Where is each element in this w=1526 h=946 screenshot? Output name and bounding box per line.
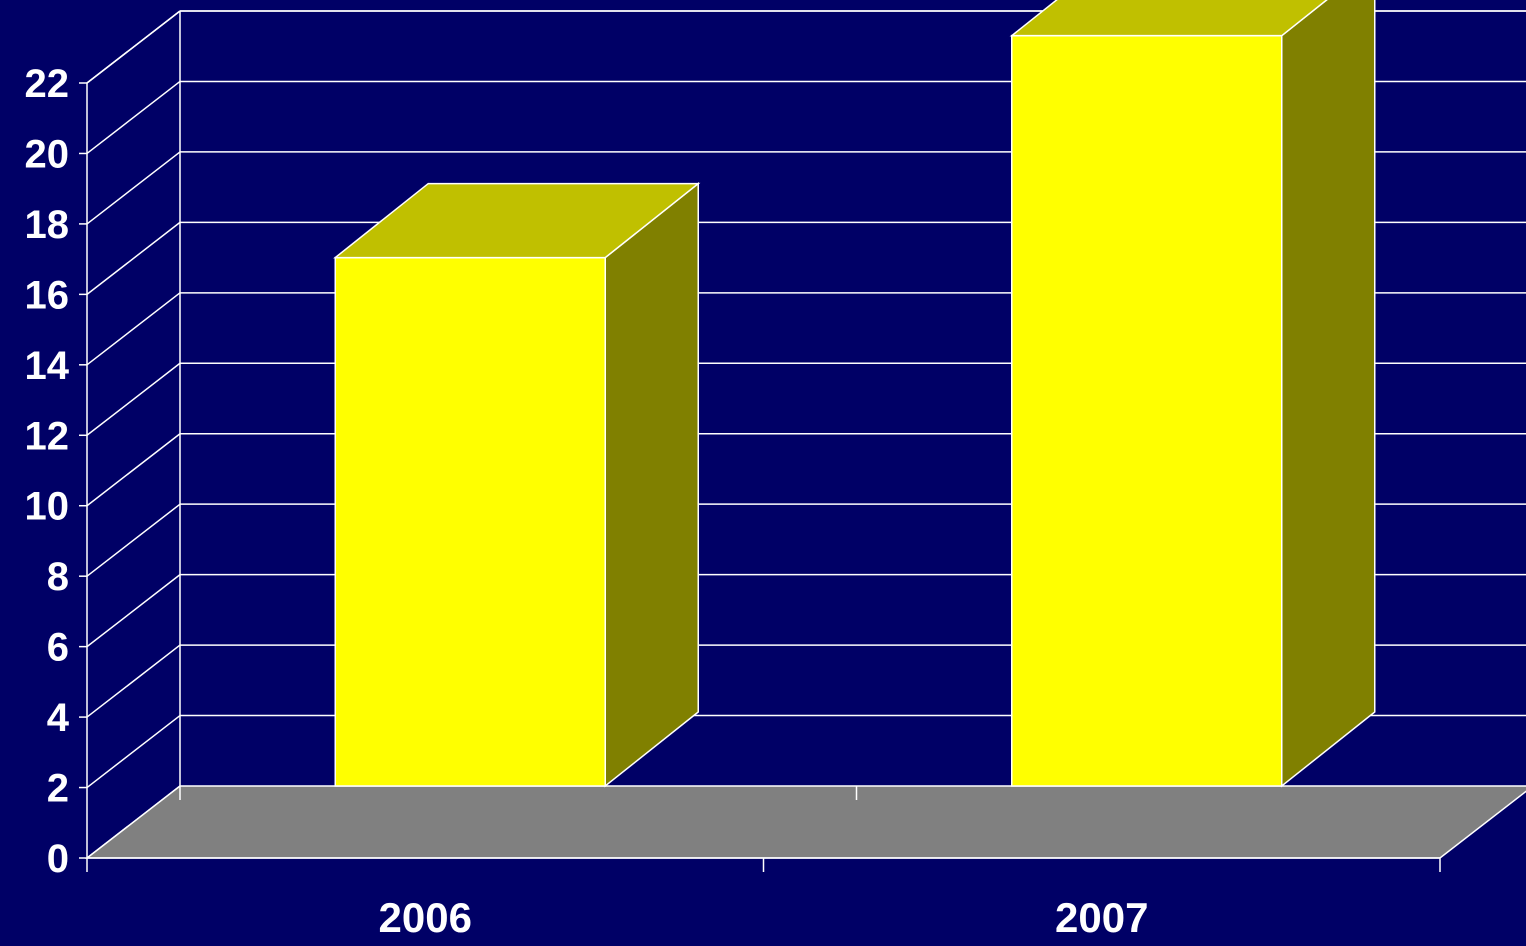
y-tick-label: 20 (25, 132, 70, 176)
side-wall-gridline (86, 503, 181, 577)
bar-2007-top (1009, 0, 1328, 37)
side-wall-gridline (86, 292, 181, 366)
side-wall-top-edge (86, 10, 181, 84)
y-tick-label: 4 (47, 696, 70, 740)
y-tick-label: 18 (25, 203, 70, 247)
side-wall-gridline (86, 644, 181, 718)
side-wall-gridline (86, 362, 181, 436)
y-tick-label: 2 (47, 767, 69, 811)
bar-2006-top (333, 182, 701, 259)
y-tick-label: 10 (25, 485, 70, 529)
y-tick-label: 8 (47, 555, 69, 599)
side-wall-gridline (86, 714, 181, 789)
side-wall-gridline (86, 433, 181, 507)
y-tick-label: 6 (47, 626, 69, 670)
bar-2006-front (334, 256, 606, 787)
y-tick-label: 14 (25, 344, 70, 388)
side-wall-gridline (86, 221, 181, 295)
y-tick-label: 12 (25, 414, 70, 458)
bar-2007-side (1281, 0, 1376, 788)
x-tick-label-2007: 2007 (1055, 894, 1148, 941)
x-tick-label-2006: 2006 (379, 894, 472, 941)
side-wall-gridline (86, 574, 181, 648)
y-tick-label: 22 (25, 62, 70, 106)
y-tick-label: 16 (25, 273, 70, 317)
y-tick-label: 0 (47, 837, 69, 881)
side-wall-gridline (86, 80, 181, 155)
side-wall-gridline (86, 151, 181, 225)
bar-2006-side (604, 182, 699, 788)
bar-2007-front (1011, 34, 1283, 787)
chart-floor (84, 785, 1526, 859)
